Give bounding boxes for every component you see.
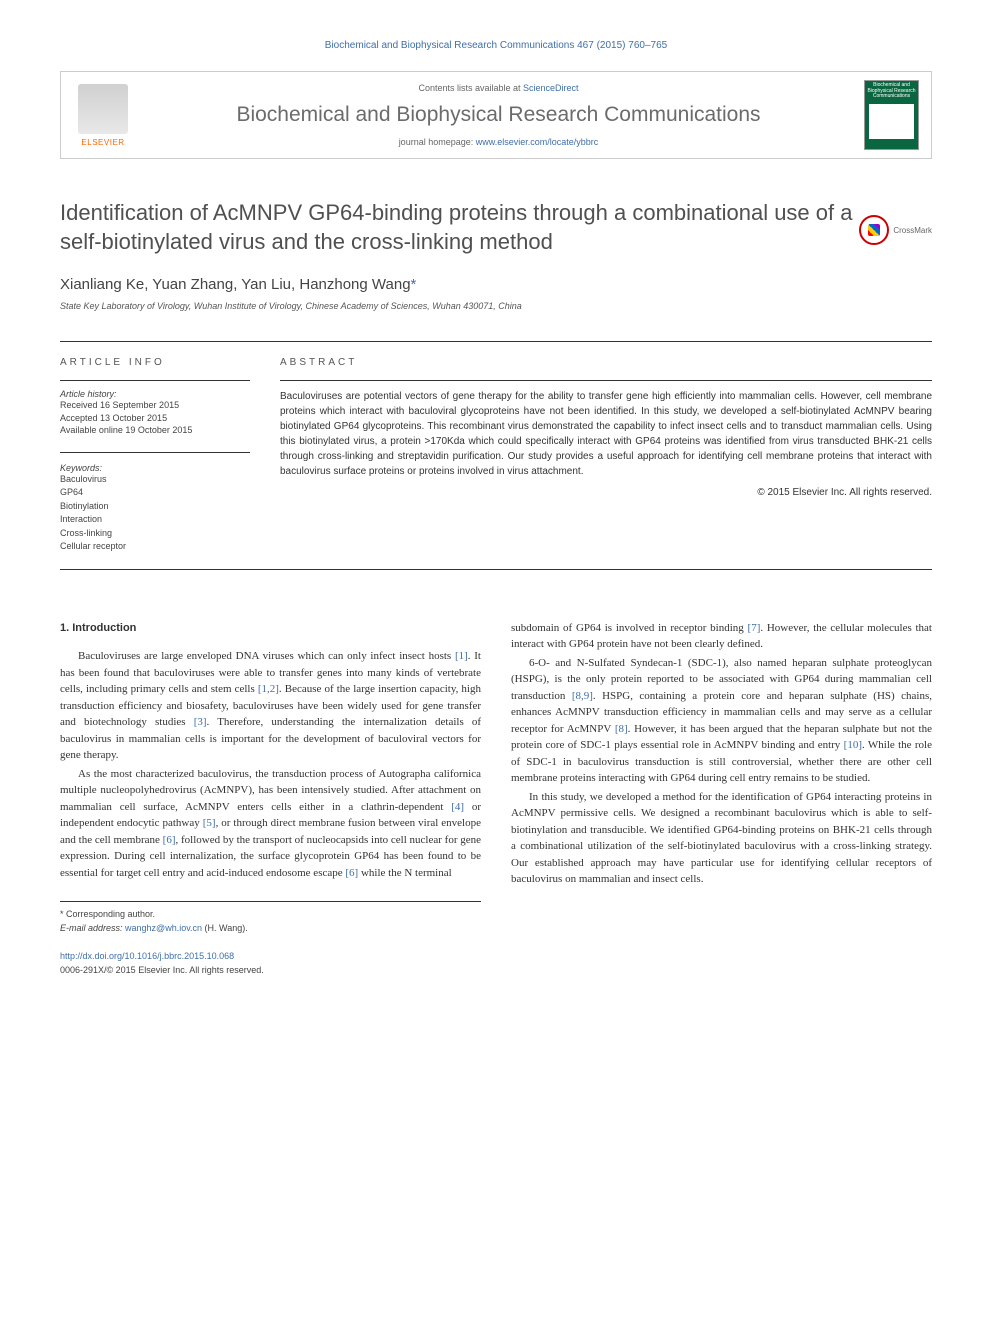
body-columns: 1. Introduction Baculoviruses are large …: [60, 620, 932, 936]
body-column-left: 1. Introduction Baculoviruses are large …: [60, 620, 481, 936]
email-label: E-mail address:: [60, 923, 125, 933]
keywords-label: Keywords:: [60, 452, 250, 473]
article-history-label: Article history:: [60, 389, 250, 399]
abstract-copyright: © 2015 Elsevier Inc. All rights reserved…: [280, 487, 932, 498]
affiliation: State Key Laboratory of Virology, Wuhan …: [60, 301, 932, 311]
corresponding-author-footer: * Corresponding author. E-mail address: …: [60, 901, 481, 935]
crossmark-icon: [859, 215, 889, 245]
crossmark-text: CrossMark: [893, 226, 932, 235]
elsevier-logo: ELSEVIER: [73, 80, 133, 150]
journal-cover-inner: [869, 104, 913, 139]
keyword-item: GP64: [60, 486, 250, 500]
abstract-label: ABSTRACT: [280, 357, 932, 368]
accepted-date: Accepted 13 October 2015: [60, 412, 250, 425]
article-info-column: ARTICLE INFO Article history: Received 1…: [60, 357, 250, 554]
doi-link[interactable]: http://dx.doi.org/10.1016/j.bbrc.2015.10…: [60, 951, 234, 961]
authors-line: Xianliang Ke, Yuan Zhang, Yan Liu, Hanzh…: [60, 276, 932, 293]
header-citation: Biochemical and Biophysical Research Com…: [60, 40, 932, 51]
journal-cover-label: Biochemical and Biophysical Research Com…: [867, 83, 916, 100]
keyword-item: Baculovirus: [60, 473, 250, 487]
email-link[interactable]: wanghz@wh.iov.cn: [125, 923, 202, 933]
keyword-item: Cellular receptor: [60, 540, 250, 554]
introduction-heading: 1. Introduction: [60, 620, 481, 637]
corresponding-author-label: * Corresponding author.: [60, 908, 481, 922]
contents-available-line: Contents lists available at ScienceDirec…: [133, 83, 864, 93]
journal-homepage-line: journal homepage: www.elsevier.com/locat…: [133, 137, 864, 147]
authors-names: Xianliang Ke, Yuan Zhang, Yan Liu, Hanzh…: [60, 276, 411, 293]
sciencedirect-link[interactable]: ScienceDirect: [523, 83, 579, 93]
divider-bottom: [60, 569, 932, 570]
body-paragraph: 6-O- and N-Sulfated Syndecan-1 (SDC-1), …: [511, 655, 932, 787]
body-paragraph: In this study, we developed a method for…: [511, 789, 932, 888]
keyword-item: Cross-linking: [60, 527, 250, 541]
article-title: Identification of AcMNPV GP64-binding pr…: [60, 199, 860, 256]
abstract-text: Baculoviruses are potential vectors of g…: [280, 381, 932, 479]
journal-header-center: Contents lists available at ScienceDirec…: [133, 83, 864, 147]
contents-text: Contents lists available at: [418, 83, 523, 93]
journal-header: ELSEVIER Contents lists available at Sci…: [60, 71, 932, 159]
available-date: Available online 19 October 2015: [60, 424, 250, 437]
body-paragraph: Baculoviruses are large enveloped DNA vi…: [60, 648, 481, 764]
journal-cover-thumbnail: Biochemical and Biophysical Research Com…: [864, 80, 919, 150]
keyword-item: Biotinylation: [60, 500, 250, 514]
homepage-link[interactable]: www.elsevier.com/locate/ybbrc: [476, 137, 599, 147]
elsevier-tree-icon: [78, 84, 128, 134]
keyword-item: Interaction: [60, 513, 250, 527]
journal-title: Biochemical and Biophysical Research Com…: [133, 103, 864, 127]
info-abstract-row: ARTICLE INFO Article history: Received 1…: [60, 342, 932, 569]
body-column-right: subdomain of GP64 is involved in recepto…: [511, 620, 932, 936]
email-line: E-mail address: wanghz@wh.iov.cn (H. Wan…: [60, 922, 481, 936]
crossmark-badge[interactable]: CrossMark: [859, 215, 932, 245]
email-name: (H. Wang).: [202, 923, 248, 933]
body-paragraph: As the most characterized baculovirus, t…: [60, 766, 481, 882]
elsevier-text: ELSEVIER: [81, 138, 124, 147]
page-footer: http://dx.doi.org/10.1016/j.bbrc.2015.10…: [60, 950, 932, 977]
received-date: Received 16 September 2015: [60, 399, 250, 412]
issn-line: 0006-291X/© 2015 Elsevier Inc. All right…: [60, 965, 264, 975]
article-info-label: ARTICLE INFO: [60, 357, 250, 368]
body-paragraph: subdomain of GP64 is involved in recepto…: [511, 620, 932, 653]
abstract-column: ABSTRACT Baculoviruses are potential vec…: [280, 357, 932, 554]
homepage-text: journal homepage:: [399, 137, 476, 147]
corresponding-asterisk: *: [411, 276, 417, 293]
